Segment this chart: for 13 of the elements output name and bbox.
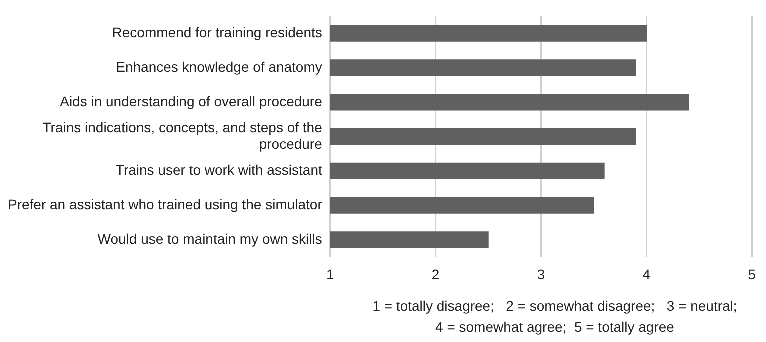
y-tick-label: Aids in understanding of overall procedure [60,93,323,110]
text: 1 = totally disagree; 2 = somewhat disagree; 3 = neutral; 4 = somewhat agree; 5 = totally agree [372,297,738,337]
x-tick-label: 1 [326,266,334,282]
y-tick-label: Recommend for training residents [112,24,322,40]
y-tick-label: Enhances knowledge of anatomy [116,58,322,75]
y-tick-label: Prefer an assistant who trained using the simulator [8,196,323,212]
x-tick-label: 4 [642,266,651,282]
y-tick-label: Trains indications, concepts, and steps of the procedure [42,119,323,152]
y-tick-label: Would use to maintain my own skills [98,230,322,247]
x-tick-label: 2 [432,266,440,282]
y-tick-label: Trains user to work with assistant [116,162,322,178]
x-tick-label: 3 [537,266,546,282]
x-tick-label: 5 [748,266,756,282]
